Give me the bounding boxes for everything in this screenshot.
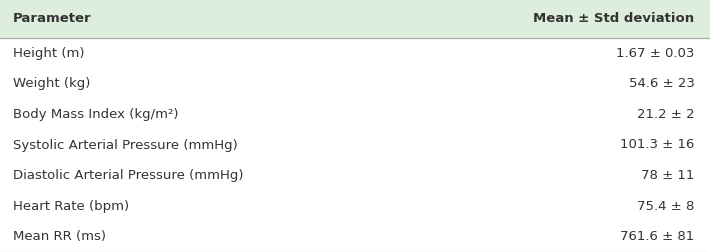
Text: Heart Rate (bpm): Heart Rate (bpm): [13, 200, 129, 213]
Text: Mean ± Std deviation: Mean ± Std deviation: [533, 13, 694, 25]
Bar: [0, 38, 710, 252]
Text: 54.6 ± 23: 54.6 ± 23: [628, 77, 694, 90]
Text: 21.2 ± 2: 21.2 ± 2: [637, 108, 694, 121]
Text: Systolic Arterial Pressure (mmHg): Systolic Arterial Pressure (mmHg): [13, 139, 238, 151]
Text: 101.3 ± 16: 101.3 ± 16: [620, 139, 694, 151]
Text: Mean RR (ms): Mean RR (ms): [13, 230, 106, 243]
Text: Height (m): Height (m): [13, 47, 84, 60]
Text: Parameter: Parameter: [13, 13, 92, 25]
Text: Body Mass Index (kg/m²): Body Mass Index (kg/m²): [13, 108, 178, 121]
Text: Weight (kg): Weight (kg): [13, 77, 90, 90]
Text: Diastolic Arterial Pressure (mmHg): Diastolic Arterial Pressure (mmHg): [13, 169, 244, 182]
Bar: [0, 0, 710, 38]
Text: 761.6 ± 81: 761.6 ± 81: [620, 230, 694, 243]
Text: 1.67 ± 0.03: 1.67 ± 0.03: [616, 47, 694, 60]
Text: 78 ± 11: 78 ± 11: [641, 169, 694, 182]
Text: 75.4 ± 8: 75.4 ± 8: [637, 200, 694, 213]
